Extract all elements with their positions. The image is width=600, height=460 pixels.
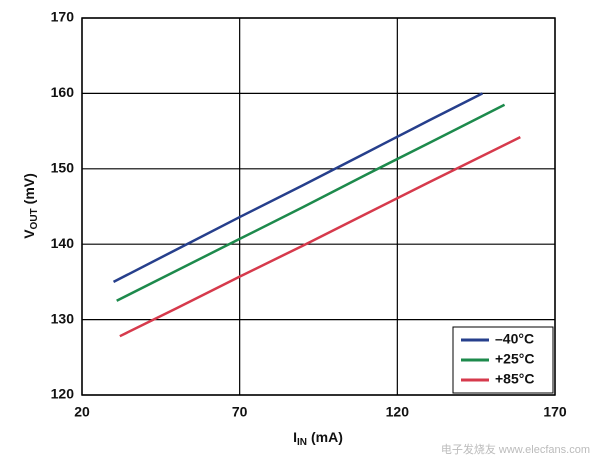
x-axis-label: IIN (mA)	[293, 429, 343, 448]
legend: –40°C +25°C +85°C	[452, 326, 554, 394]
legend-label: –40°C	[495, 331, 534, 347]
x-tick-label: 120	[386, 404, 410, 420]
x-tick-label: 70	[232, 404, 248, 420]
y-label-main: V	[21, 229, 37, 239]
watermark: 电子发烧友 www.elecfans.com	[441, 442, 590, 456]
y-tick-label: 150	[51, 160, 75, 176]
legend-label: +85°C	[495, 371, 534, 387]
y-tick-label: 170	[51, 9, 75, 25]
y-axis-label: VOUT (mV)	[21, 173, 40, 239]
plot-frame	[81, 17, 556, 396]
series-line	[119, 136, 521, 338]
y-tick-label: 120	[51, 386, 75, 402]
y-tick-label: 140	[51, 235, 75, 251]
y-tick-label: 130	[51, 310, 75, 326]
x-tick-label: 170	[543, 404, 567, 420]
y-tick-label: 160	[51, 84, 75, 100]
x-label-main: I	[293, 429, 297, 445]
series-line	[116, 103, 506, 302]
y-label-unit: (mV)	[21, 173, 37, 204]
series-line	[112, 92, 484, 284]
x-label-unit: (mA)	[311, 429, 343, 445]
x-label-sub: IN	[297, 437, 307, 448]
legend-label: +25°C	[495, 351, 534, 367]
x-tick-label: 20	[74, 404, 90, 420]
y-label-sub: OUT	[29, 208, 40, 229]
